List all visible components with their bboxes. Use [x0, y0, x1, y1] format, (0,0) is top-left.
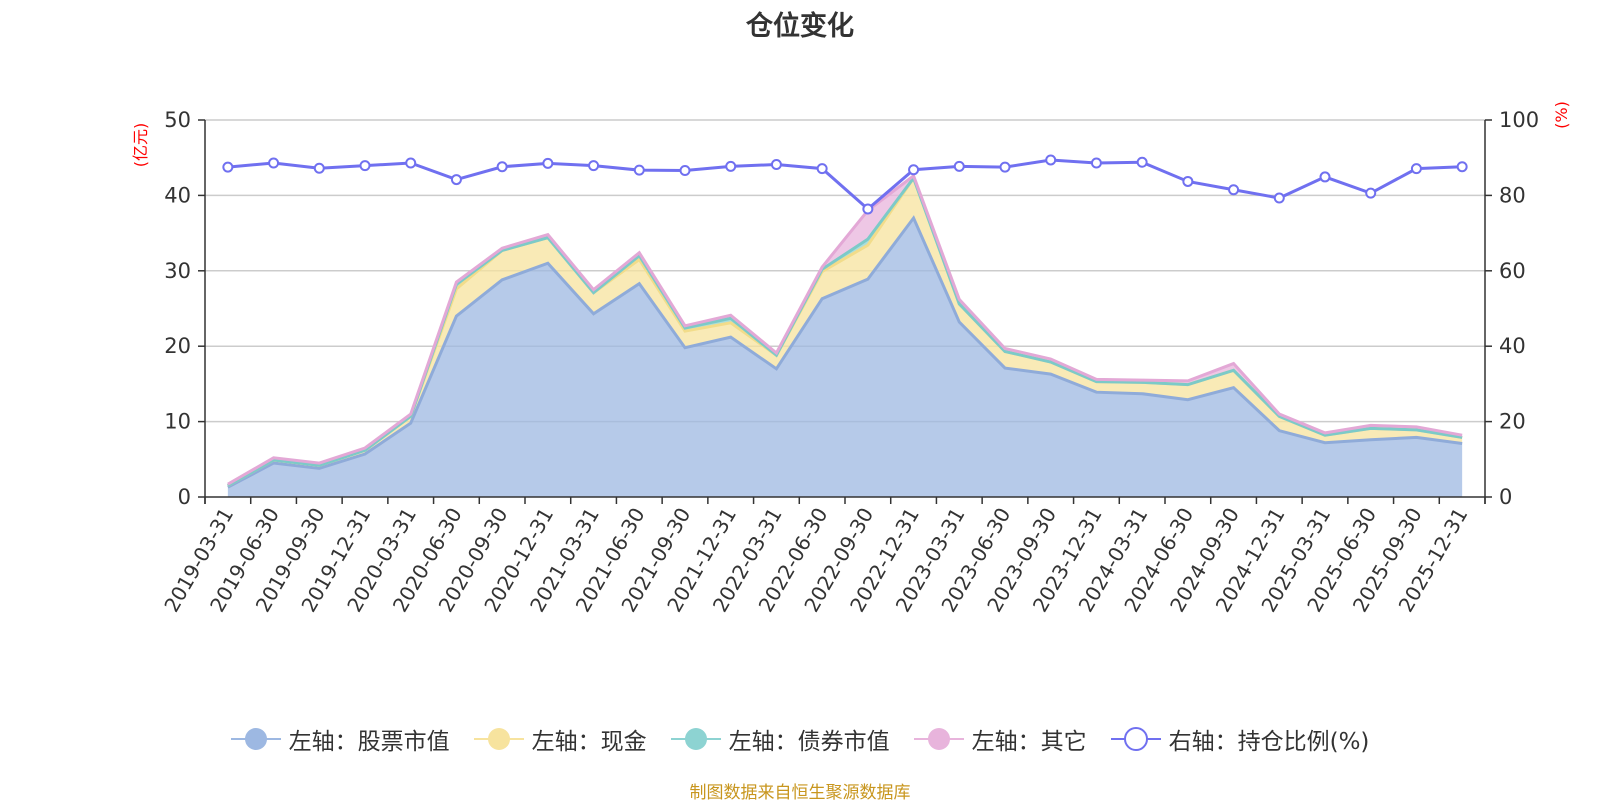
area-layer: [227, 173, 1463, 497]
left-tick-label: 50: [164, 108, 191, 132]
filled-circle-icon: [473, 728, 524, 750]
legend-dot: [927, 728, 950, 750]
ratio-point: [1319, 171, 1331, 183]
ratio-point: [679, 165, 691, 177]
area-cash: [227, 178, 1463, 488]
legend-dot: [244, 728, 267, 750]
chart-title: 仓位变化: [746, 11, 854, 42]
legend-item-cash[interactable]: 左轴：现金: [473, 722, 647, 756]
ratio-point: [405, 157, 417, 169]
ratio-point: [725, 160, 737, 172]
left-tick-label: 20: [164, 334, 191, 358]
ratio-point: [1228, 184, 1240, 196]
ratio-point: [1136, 156, 1148, 168]
ratio-point: [268, 157, 280, 169]
legend-item-ratio[interactable]: 右轴：持仓比例(%): [1110, 722, 1370, 756]
left-tick-label: 30: [164, 259, 191, 283]
source-note: 制图数据来自恒生聚源数据库: [689, 783, 911, 803]
ratio-point: [633, 164, 645, 176]
filled-circle-icon: [670, 728, 721, 750]
area-other-line: [227, 173, 1463, 486]
area-stock: [227, 218, 1463, 497]
filled-circle-icon: [913, 728, 964, 750]
right-tick-label: 20: [1499, 410, 1526, 434]
ratio-point: [953, 160, 965, 172]
legend-label: 右轴：持仓比例(%): [1168, 729, 1370, 755]
legend-dot: [684, 728, 707, 750]
legend-label: 左轴：现金: [531, 729, 647, 755]
ratio-point: [908, 164, 920, 176]
right-axis-unit: (%): [1552, 101, 1571, 129]
legend-dot: [1123, 727, 1148, 751]
ratio-point: [862, 203, 874, 215]
ratio-point: [816, 163, 828, 175]
ratio-point: [1090, 157, 1102, 169]
filled-circle-icon: [230, 728, 281, 750]
legend-item-other[interactable]: 左轴：其它: [913, 722, 1087, 756]
ratio-point: [450, 174, 462, 186]
legend-label: 左轴：其它: [971, 729, 1087, 755]
ratio-point: [542, 157, 554, 169]
legend: 左轴：股票市值 左轴：现金 左轴：债券市值 左轴：其它 右轴：持仓比例(%): [0, 722, 1600, 756]
chart-svg: 010203040500204060801002019-03-312019-06…: [131, 101, 1571, 616]
right-tick-label: 60: [1499, 259, 1526, 283]
left-tick-label: 0: [178, 485, 191, 509]
right-tick-label: 100: [1499, 108, 1539, 132]
area-stock-line: [227, 215, 1463, 489]
ratio-point: [1182, 175, 1194, 187]
legend-label: 左轴：债券市值: [728, 729, 890, 755]
ratio-line: [227, 158, 1463, 211]
ratio-point: [313, 162, 325, 174]
ratio-point: [999, 161, 1011, 173]
legend-item-stock[interactable]: 左轴：股票市值: [230, 722, 450, 756]
right-tick-label: 80: [1499, 183, 1526, 207]
legend-dot: [487, 728, 510, 750]
line-layer: [222, 154, 1468, 215]
ratio-point: [1456, 161, 1468, 173]
ratio-point: [1410, 163, 1422, 175]
ratio-point: [1273, 192, 1285, 204]
ratio-point: [1045, 154, 1057, 166]
ratio-point: [1365, 187, 1377, 199]
ratio-point: [770, 158, 782, 170]
ratio-point: [496, 161, 508, 173]
left-tick-label: 40: [164, 183, 191, 207]
legend-item-bond[interactable]: 左轴：债券市值: [670, 722, 890, 756]
right-tick-label: 0: [1499, 485, 1512, 509]
left-axis-unit: (亿元): [131, 123, 150, 168]
hollow-circle-icon: [1110, 727, 1161, 751]
legend-label: 左轴：股票市值: [288, 729, 450, 755]
left-tick-label: 10: [164, 410, 191, 434]
right-tick-label: 40: [1499, 334, 1526, 358]
ratio-point: [222, 161, 234, 173]
ratio-point: [359, 160, 371, 172]
ratio-point: [588, 160, 600, 172]
